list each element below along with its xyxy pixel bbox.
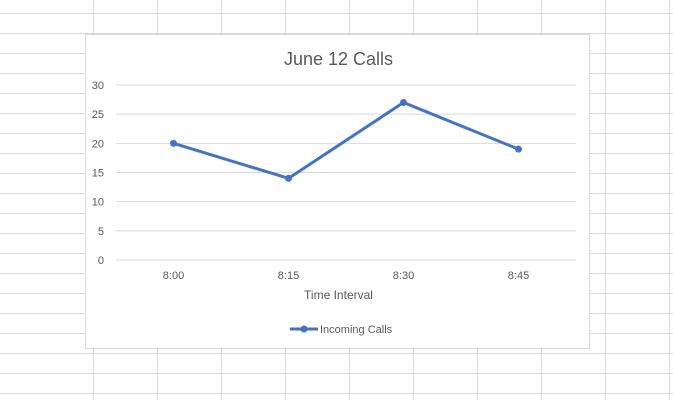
y-tick-label: 15 [92,168,104,180]
chart-plot: 0 5 10 15 20 25 30 8:00 8:15 8:30 8:45 Incoming Cal… [92,80,576,336]
y-tick-label: 10 [92,197,104,209]
x-tick-label: 8:00 [163,270,184,282]
legend-label: Incoming Calls [320,324,393,336]
data-point [285,174,292,182]
chart-area[interactable]: June 12 Calls Time Interval 0 5 10 15 20 25 30… [85,34,590,349]
data-point [170,139,177,147]
data-point [515,145,522,153]
y-tick-label: 20 [92,138,104,150]
y-tick-label: 30 [92,80,104,92]
x-tick-label: 8:45 [508,270,529,282]
y-tick-label: 0 [98,255,104,267]
x-axis-title[interactable]: Time Interval [304,288,373,302]
chart-title[interactable]: June 12 Calls [283,49,394,69]
y-tick-label: 25 [92,109,104,121]
x-tick-label: 8:30 [393,270,414,282]
series-line [173,101,520,180]
x-tick-label: 8:15 [278,270,299,282]
y-tick-label: 5 [98,226,104,238]
legend-swatch-marker [300,325,308,333]
data-point [400,99,407,106]
